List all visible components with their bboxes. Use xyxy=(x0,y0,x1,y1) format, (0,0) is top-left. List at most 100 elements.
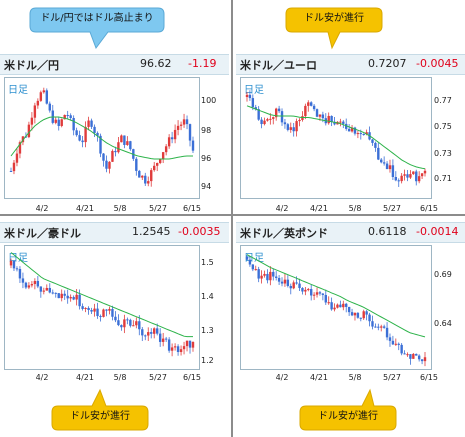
candle-body xyxy=(312,294,316,296)
candle-body xyxy=(42,90,46,93)
candle-body xyxy=(280,111,284,123)
candle-body xyxy=(72,117,75,131)
candle-body xyxy=(350,312,354,316)
candle-body xyxy=(167,339,171,351)
vertical-divider xyxy=(231,0,233,437)
candle-body xyxy=(295,121,298,132)
timeframe-label: 日足 xyxy=(8,85,28,96)
candle-body xyxy=(356,312,360,318)
pair-name: 米ドル／英ポンド xyxy=(240,227,328,240)
candle-body xyxy=(333,121,336,125)
candle-body xyxy=(179,349,183,353)
candlestick-chart xyxy=(245,90,427,187)
candle-body xyxy=(170,137,174,140)
candle-body xyxy=(412,353,415,359)
candle-body xyxy=(257,109,260,120)
candle-body xyxy=(327,115,330,124)
candle-body xyxy=(254,107,257,110)
candle-body xyxy=(380,326,383,328)
candle-body xyxy=(57,119,60,126)
candle-body xyxy=(129,141,132,150)
x-tick: 5/27 xyxy=(383,204,401,213)
x-tick: 5/27 xyxy=(149,204,167,213)
candle-body xyxy=(78,135,81,141)
candle-body xyxy=(339,121,342,123)
candle-body xyxy=(388,337,392,341)
candle-body xyxy=(377,147,380,160)
candle-body xyxy=(388,165,392,170)
x-tick: 4/2 xyxy=(275,204,289,213)
bubble-shape xyxy=(51,388,149,431)
x-tick: 5/27 xyxy=(383,373,401,382)
candle-body xyxy=(81,306,84,309)
candle-body xyxy=(345,303,348,307)
candle-body xyxy=(382,326,386,328)
candle-body xyxy=(63,114,66,120)
candle-body xyxy=(350,127,354,132)
candle-body xyxy=(185,119,189,125)
candle-body xyxy=(105,160,108,169)
candle-body xyxy=(123,319,126,328)
candle-body xyxy=(289,285,292,289)
candle-body xyxy=(138,170,141,178)
candle-body xyxy=(48,103,51,111)
candle-body xyxy=(129,319,132,326)
candle-body xyxy=(397,180,400,182)
x-tick: 5/8 xyxy=(348,373,362,382)
candle-body xyxy=(409,354,412,359)
candle-body xyxy=(283,122,287,125)
candle-body xyxy=(272,117,275,119)
callout-bubble: ドル/円ではドル高止まり xyxy=(29,7,165,50)
x-tick: 4/21 xyxy=(76,204,94,213)
candle-body xyxy=(105,309,108,311)
panel-header: 米ドル／豪ドル 1.2545 -0.0035 xyxy=(0,222,229,243)
candle-body xyxy=(362,133,365,135)
candle-body xyxy=(315,292,319,295)
y-tick: 0.77 xyxy=(434,96,452,105)
candle-body xyxy=(108,308,111,311)
candle-body xyxy=(21,136,25,143)
candle-body xyxy=(155,328,159,334)
candle-body xyxy=(298,120,301,122)
candle-body xyxy=(144,335,147,337)
candle-body xyxy=(147,181,150,184)
x-tick: 6/15 xyxy=(183,204,201,213)
candle-body xyxy=(66,114,69,116)
candle-body xyxy=(173,346,177,348)
candle-body xyxy=(385,327,389,338)
candle-body xyxy=(417,176,421,182)
candle-body xyxy=(138,321,141,330)
candle-body xyxy=(333,307,336,310)
y-tick: 0.64 xyxy=(434,319,452,328)
candle-body xyxy=(188,124,192,141)
candle-body xyxy=(257,269,260,279)
candle-body xyxy=(248,259,252,265)
timeframe-label: 日足 xyxy=(244,85,264,96)
candle-body xyxy=(365,132,368,134)
candle-body xyxy=(336,304,339,308)
candle-body xyxy=(84,126,87,143)
candle-body xyxy=(12,260,16,269)
plot-area: 日足 xyxy=(240,245,432,370)
candle-body xyxy=(117,142,120,153)
candle-body xyxy=(33,105,37,118)
candle-body xyxy=(9,260,13,266)
plot-area: 日足 xyxy=(240,77,432,199)
candle-body xyxy=(412,171,415,175)
candle-body xyxy=(362,311,365,319)
candle-body xyxy=(397,343,400,345)
candle-body xyxy=(304,105,307,117)
candle-body xyxy=(120,135,123,143)
y-tick: 100 xyxy=(201,96,217,105)
callout-text: ドル安が進行 xyxy=(318,411,378,422)
candle-body xyxy=(42,290,46,292)
chart-panel-usd-gbp: 米ドル／英ポンド 0.6118 -0.0014 日足 0.69 0.64 4/2… xyxy=(236,222,465,382)
candle-body xyxy=(36,280,40,287)
candle-body xyxy=(111,308,114,317)
candle-body xyxy=(277,277,281,282)
candle-body xyxy=(280,281,284,284)
candle-body xyxy=(39,92,43,101)
y-tick: 94 xyxy=(201,182,212,191)
candle-body xyxy=(423,170,427,174)
candle-body xyxy=(111,150,114,162)
